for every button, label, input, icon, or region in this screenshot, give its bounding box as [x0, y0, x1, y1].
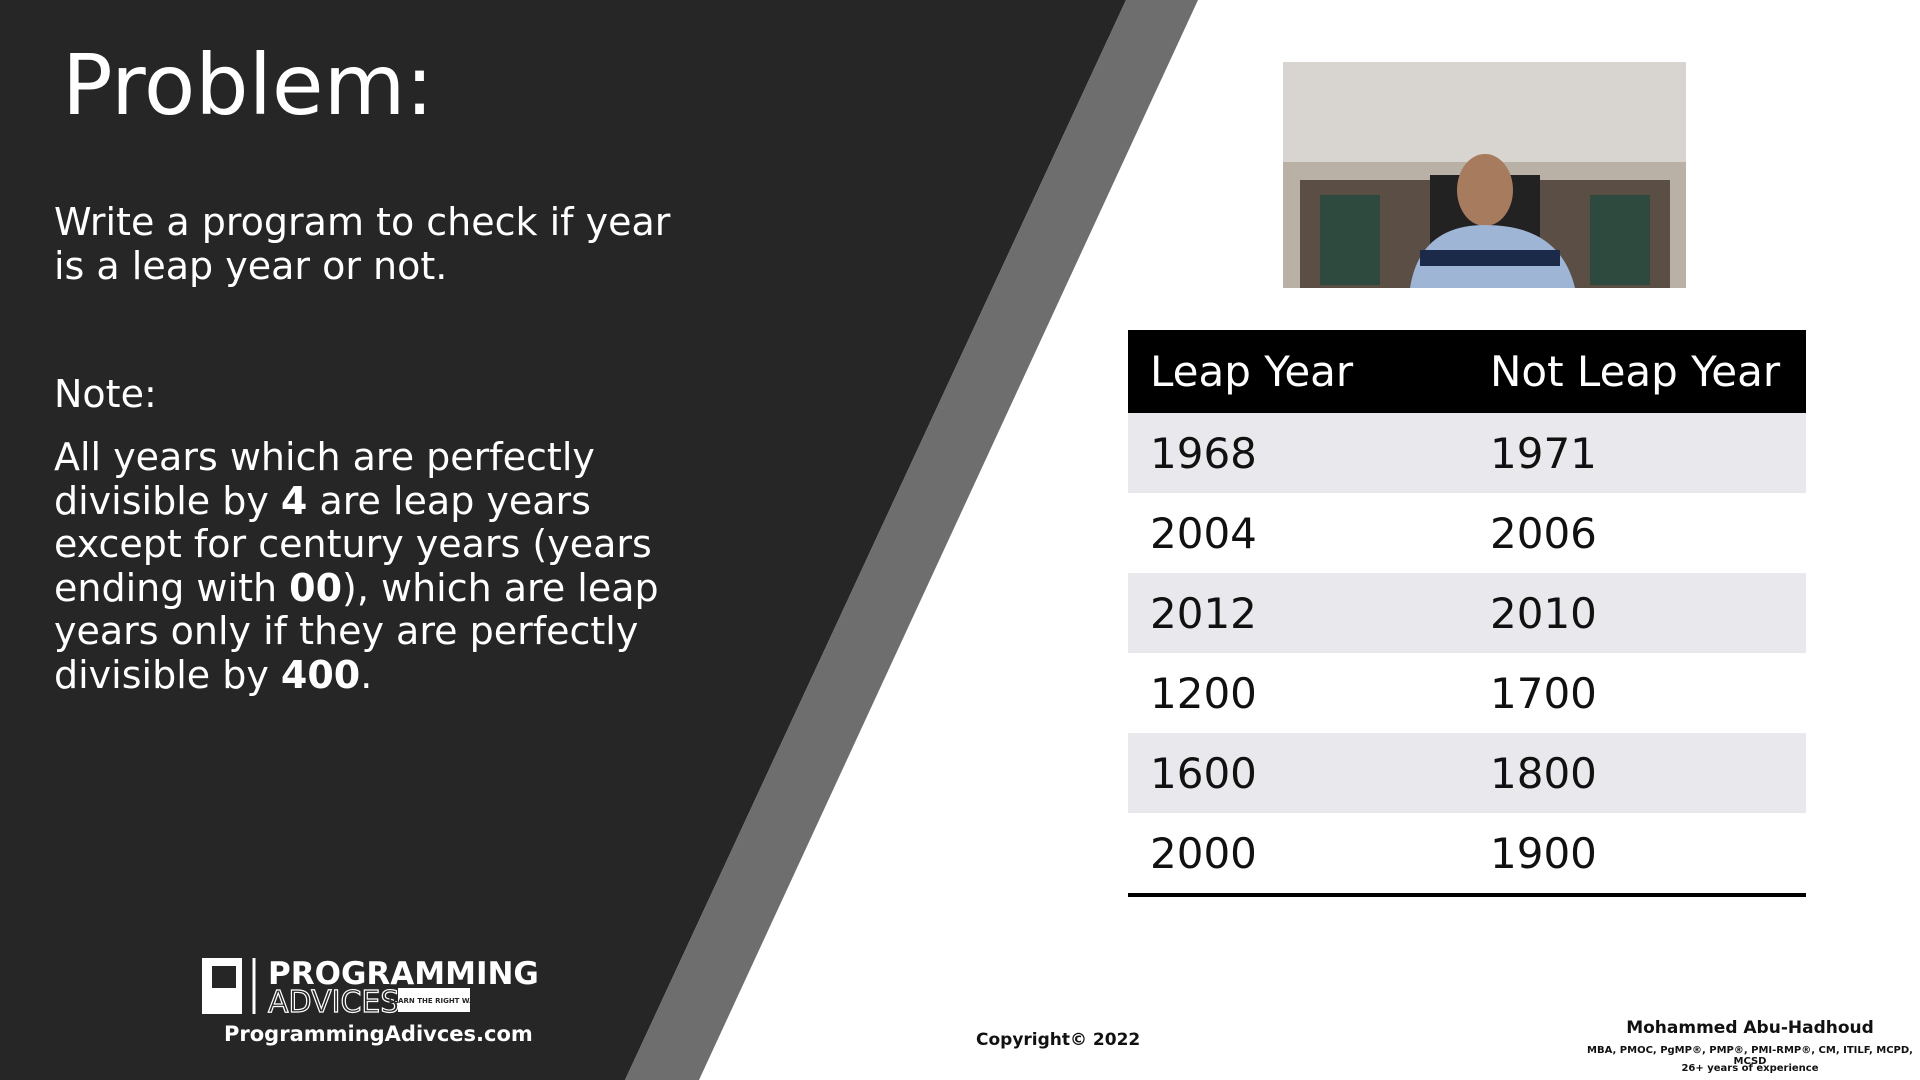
note-bold: 4	[280, 478, 308, 523]
stripe	[625, 0, 1198, 1080]
table-cell: 1600	[1128, 733, 1468, 813]
note-part: All years which are perfectly divisible …	[54, 435, 595, 523]
author-experience: 26+ years of experience	[1681, 1063, 1819, 1074]
note-part: ), which are leap years only if they are…	[54, 565, 659, 697]
table-row: 1968 1971	[1128, 413, 1806, 493]
table-cell: 1968	[1128, 413, 1468, 493]
table-row: 2004 2006	[1128, 493, 1806, 573]
header-cell: Not Leap Year	[1468, 330, 1806, 413]
note-part: are leap years except for century years …	[54, 478, 652, 610]
title: Problem:	[62, 36, 434, 134]
table-cell: 1700	[1490, 668, 1597, 718]
table-cell: 2010	[1468, 573, 1806, 653]
note-label: Note:	[54, 372, 157, 416]
table-cell: 1800	[1468, 733, 1806, 813]
note-part: .	[360, 652, 373, 697]
table-cell: 2012	[1128, 573, 1468, 653]
logo-tagline: LEARN THE RIGHT WAY	[389, 997, 480, 1005]
copyright: Copyright© 2022	[976, 1030, 1141, 1050]
table-row: 2012 2010	[1128, 573, 1806, 653]
logo-mark	[202, 958, 470, 1014]
logo-line1: PROGRAMMING	[268, 956, 539, 992]
note-bold: 400	[280, 652, 361, 697]
logo-url: ProgrammingAdivces.com	[224, 1022, 533, 1046]
author-name: Mohammed Abu-Hadhoud	[1626, 1018, 1874, 1038]
table-cell: 2004	[1150, 508, 1257, 558]
logo-line2: ADVICES	[268, 985, 399, 1020]
note-text: All years which are perfectly divisible …	[54, 435, 694, 697]
years-table: Leap Year Not Leap Year 1968 1971 2004 2006 2…	[1128, 330, 1806, 897]
table-row: 1200 1700	[1128, 653, 1806, 733]
header-row: Leap Year Not Leap Year	[1128, 330, 1806, 413]
problem-text: Write a program to check if year is a le…	[54, 200, 671, 288]
table-row: 1600 1800	[1128, 733, 1806, 813]
note-bold: 00	[289, 565, 343, 610]
author-credentials: MBA, PMOC, PgMP®, PMP®, PMI-RMP®, CM, IT…	[1587, 1045, 1913, 1067]
table-cell: 1200	[1150, 668, 1257, 718]
table-cell: 1900	[1468, 813, 1806, 897]
table-row: 2000 1900	[1128, 813, 1806, 897]
table-cell: 2000	[1128, 813, 1468, 897]
table-cell: 1971	[1468, 413, 1806, 493]
dark-panel	[0, 0, 1126, 1080]
video-thumbnail	[1283, 62, 1686, 288]
table-cell: 2006	[1490, 508, 1597, 558]
header-cell: Leap Year	[1128, 330, 1468, 413]
